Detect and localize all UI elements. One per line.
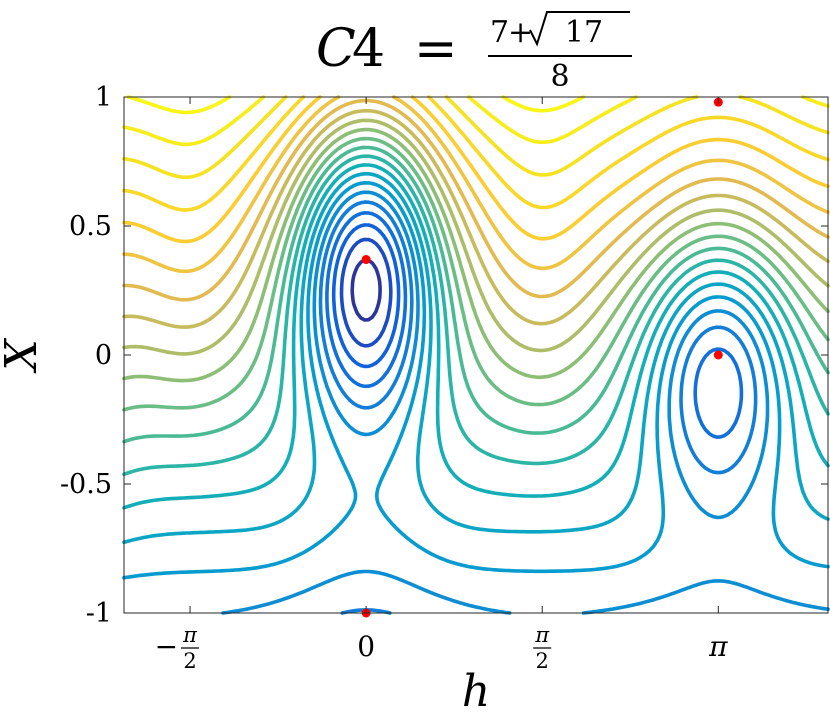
y-tick-label-2: 0.5 [69,211,112,242]
y-tick-label-1: 1 [95,82,112,113]
contour-level-13 [122,127,830,383]
contour-level-21 [122,95,830,147]
x-tick-sign-1: − [155,630,178,663]
contour-level-14 [122,118,830,356]
x-tick-den-3: 2 [536,649,549,673]
title-num-a: 7 [490,15,509,50]
contour-level-15 [122,108,830,329]
contour-level-16 [122,98,830,302]
x-tick-label-2: 0 [357,630,375,663]
contour-level-1 [350,258,382,322]
contour-level-9 [122,163,830,510]
contour-level-18 [122,95,830,244]
critical-point-2 [713,350,723,360]
contour-level-7 [122,181,830,580]
critical-point-1 [361,255,371,265]
title-den: 8 [550,59,569,94]
title-var: C [316,19,356,79]
title-num-radicand: 17 [565,15,603,50]
contour-level-19 [122,95,830,212]
contour-level-20 [122,95,830,179]
chart-title: C 4 = 7 + 17 8 [316,11,632,94]
contour-level-11 [122,145,830,444]
contour-lines [122,95,830,615]
contour-level-12 [122,136,830,412]
contour-level-17 [122,95,830,274]
contour-level-3 [331,223,401,369]
contour-level-2 [339,237,393,348]
title-num-op: + [508,15,533,50]
y-tick-label-5: -1 [86,598,112,629]
contour-level-4 [325,211,744,439]
contour-level-8 [122,172,830,545]
x-tick-label-4: π [708,630,728,663]
title-eq: = [414,19,458,79]
contour-level-10 [122,154,830,477]
x-axis-ticks: − π2 0 π2 π [155,97,728,673]
x-tick-num-1: π [182,623,198,647]
title-sub: 4 [352,19,385,79]
y-tick-label-4: -0.5 [60,469,112,500]
y-axis-label: X [0,338,47,374]
contour-level-22 [126,95,586,115]
x-axis-label: h [462,666,490,712]
x-tick-den-1: 2 [183,649,196,673]
y-tick-label-3: 0 [95,340,112,371]
x-tick-num-3: π [534,623,550,647]
title-sqrt-sign [529,11,630,47]
y-axis-ticks: 1 0.5 0 -0.5 -1 [60,82,828,629]
